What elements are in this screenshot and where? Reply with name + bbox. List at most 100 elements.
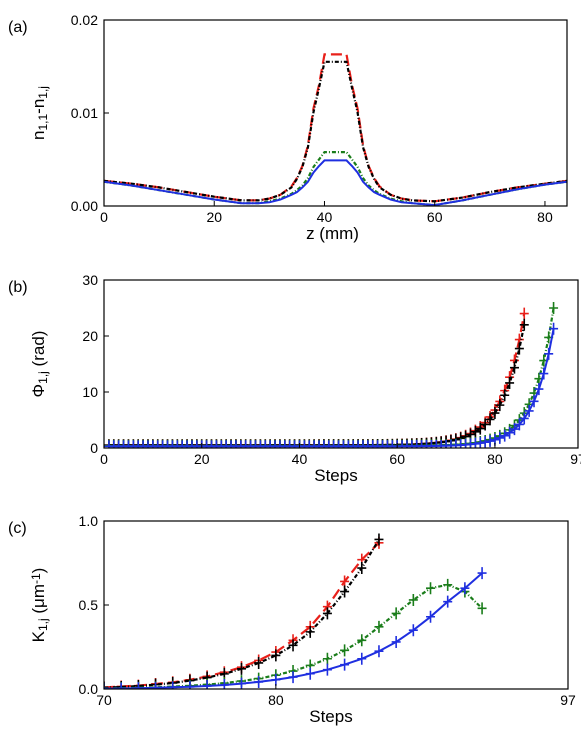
x-tick-label: 20 (194, 451, 210, 467)
y-tick-label: 1.0 (79, 513, 99, 529)
y-axis-label-part: ) (29, 568, 48, 574)
y-tick-label: 10 (82, 384, 98, 400)
data-marker-blue (305, 667, 315, 680)
plot-frame (103, 520, 569, 690)
y-axis-label-part: 1,1 (36, 114, 50, 131)
y-axis-label-part: K (29, 630, 48, 642)
data-marker-black (357, 562, 367, 575)
chart-panel-3: (c) 70 80 97 0.0 0.5 1.0 Steps K1,j (μm-1) (8, 513, 576, 726)
data-marker-blue (443, 595, 453, 608)
x-tick-label: 80 (537, 209, 553, 225)
x-tick-label: 97 (570, 451, 581, 467)
data-marker-black (475, 422, 485, 435)
data-marker-black (509, 361, 519, 374)
data-marker-blue (374, 645, 384, 658)
series-group (104, 53, 567, 206)
chart-panel-2: (b) 0 20 40 60 80 97 0 10 20 30 Steps Φ1,j (rad) (8, 272, 581, 485)
y-axis-label: K1,j (μm-1) (29, 568, 50, 643)
data-marker-blue (475, 437, 485, 448)
y-axis-label-part: Φ (29, 384, 48, 398)
y-tick-label: 0 (90, 440, 98, 456)
x-tick-label: 20 (206, 209, 222, 225)
data-marker-green (374, 620, 384, 633)
y-axis-label: Φ1,j (rad) (29, 331, 50, 398)
series-line-red (104, 542, 380, 689)
data-marker-blue (514, 418, 524, 431)
y-tick-label: 0.00 (71, 198, 98, 214)
data-marker-blue (480, 436, 490, 448)
y-axis-label: n1,1-n1,j (29, 86, 50, 140)
series-line-red (108, 313, 526, 447)
x-tick-label: 40 (292, 451, 308, 467)
y-tick-label: 0.01 (71, 105, 98, 121)
data-marker-blue (539, 367, 549, 380)
panel-label: (b) (8, 279, 28, 296)
x-tick-label: 60 (427, 209, 443, 225)
data-marker-blue (340, 658, 350, 671)
x-tick-label: 70 (96, 692, 112, 708)
y-axis-label-part: 1,j (36, 618, 50, 631)
y-axis-label-part: (μm (29, 584, 48, 618)
data-marker-black (470, 425, 480, 438)
data-marker-blue (288, 671, 298, 684)
data-marker-black (288, 639, 298, 652)
data-marker-blue (534, 383, 544, 396)
data-marker-green (340, 644, 350, 657)
data-marker-black (480, 418, 490, 431)
series-line-black (104, 538, 380, 689)
y-axis-label-part: 1,j (36, 371, 50, 384)
data-marker-blue (151, 681, 161, 689)
data-marker-black (322, 607, 332, 620)
series-line-green (104, 151, 567, 206)
data-marker-blue (485, 435, 495, 448)
y-axis-label-part: n (29, 131, 48, 140)
data-marker-blue (519, 412, 529, 425)
data-marker-red (519, 307, 529, 320)
y-axis-label-part: -1 (29, 573, 43, 584)
data-marker-blue (509, 423, 519, 436)
series-line-black (108, 324, 526, 447)
data-marker-blue (185, 680, 195, 689)
data-marker-green (426, 582, 436, 595)
y-axis-label-part: (rad) (29, 331, 48, 372)
x-axis-label: z (mm) (306, 224, 359, 243)
plot-frame (103, 19, 568, 207)
panel-label: (a) (8, 19, 28, 36)
data-marker-black (514, 342, 524, 355)
data-marker-black (519, 318, 529, 331)
data-marker-black (374, 533, 384, 546)
series-line-blue (108, 328, 555, 448)
data-marker-green (443, 578, 453, 591)
y-tick-label: 30 (82, 272, 98, 288)
x-tick-label: 97 (560, 692, 576, 708)
y-tick-label: 0.5 (79, 597, 99, 613)
x-axis-label: Steps (314, 466, 357, 485)
x-tick-label: 80 (268, 692, 284, 708)
plot-frame (103, 279, 579, 449)
data-marker-blue (477, 567, 487, 580)
y-axis-label-part: 1,j (36, 86, 50, 99)
data-marker-green (391, 607, 401, 620)
data-marker-black (236, 662, 246, 675)
x-tick-label: 80 (487, 451, 503, 467)
data-marker-blue (168, 681, 178, 689)
data-marker-blue (544, 347, 554, 360)
data-marker-black (271, 649, 281, 662)
data-marker-green (477, 602, 487, 615)
data-marker-blue (529, 395, 539, 408)
data-marker-blue (505, 426, 515, 439)
data-marker-green (408, 593, 418, 606)
series-line-black (104, 60, 567, 203)
data-marker-blue (500, 429, 510, 442)
data-marker-blue (202, 679, 212, 689)
y-axis-label-part: -n (29, 99, 48, 114)
data-marker-red (340, 575, 350, 588)
chart-panel-1: (a) 0 20 40 60 80 0.00 0.01 0.02 z (mm) n1,1-n1,j (8, 12, 568, 243)
data-marker-blue (322, 663, 332, 676)
data-marker-blue (271, 673, 281, 686)
data-marker-black (505, 376, 515, 389)
x-tick-label: 0 (100, 209, 108, 225)
data-marker-black (340, 585, 350, 598)
data-marker-blue (408, 624, 418, 637)
